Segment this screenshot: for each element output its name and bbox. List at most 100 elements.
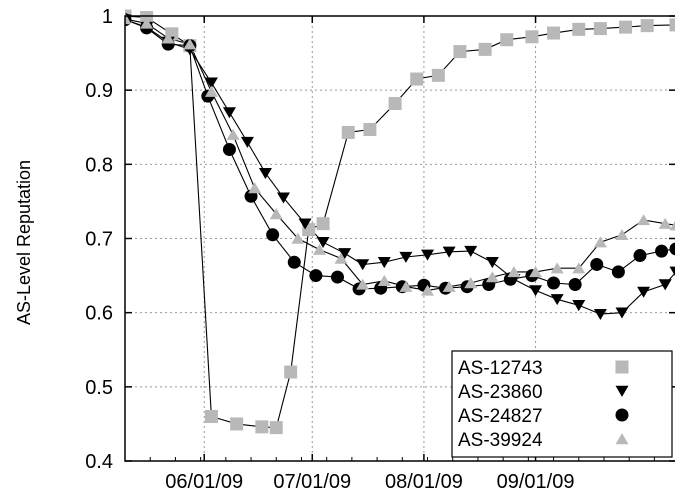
x-tick-label: 07/01/09 bbox=[273, 471, 351, 493]
data-point-as-39924 bbox=[399, 280, 413, 292]
data-point-as-39924 bbox=[669, 221, 675, 231]
data-point-as-39924 bbox=[615, 228, 629, 240]
data-point-as-12743 bbox=[453, 45, 467, 59]
data-point-as-12743 bbox=[316, 217, 330, 231]
data-point-as-24827 bbox=[222, 143, 236, 156]
data-point-as-39924 bbox=[334, 252, 348, 264]
legend-marker-as-39924 bbox=[615, 433, 629, 445]
y-tick-label: 0.5 bbox=[85, 377, 113, 399]
data-point-as-39924 bbox=[507, 266, 521, 278]
data-point-as-39924 bbox=[658, 217, 672, 229]
data-point-as-12743 bbox=[572, 22, 586, 36]
data-point-as-12743 bbox=[431, 68, 445, 82]
data-point-as-12743 bbox=[669, 18, 675, 32]
data-point-as-12743 bbox=[230, 417, 244, 431]
data-point-as-39924 bbox=[442, 280, 456, 292]
series-line-as-39924 bbox=[125, 18, 675, 291]
data-point-as-24827 bbox=[611, 265, 625, 279]
data-point-as-12743 bbox=[363, 122, 377, 136]
data-point-as-23860 bbox=[658, 279, 672, 291]
data-point-as-12743 bbox=[547, 26, 561, 40]
data-point-as-12743 bbox=[593, 22, 607, 36]
data-point-as-23860 bbox=[276, 192, 290, 204]
axes: 0.4 0.5 0.6 0.7 0.8 0.9 1 06/01/09 07/01/09 08/01… bbox=[85, 6, 675, 493]
y-tick-label: 0.6 bbox=[85, 303, 113, 325]
data-point-as-39924 bbox=[377, 274, 391, 286]
data-point-as-39924 bbox=[421, 284, 435, 296]
data-point-as-12743 bbox=[255, 420, 269, 434]
data-point-as-39924 bbox=[464, 277, 478, 289]
data-point-as-39924 bbox=[312, 243, 326, 255]
legend-label: AS-39924 bbox=[458, 430, 543, 451]
legend: AS-12743 AS-23860 AS-24827 AS-39924 bbox=[451, 350, 673, 458]
data-point-as-23860 bbox=[316, 237, 330, 249]
data-point-as-39924 bbox=[572, 262, 586, 274]
series-line-as-24827 bbox=[125, 19, 675, 290]
data-point-as-12743 bbox=[478, 42, 492, 56]
data-point-as-39924 bbox=[140, 17, 154, 29]
data-point-as-24827 bbox=[266, 228, 280, 242]
data-point-as-23860 bbox=[572, 300, 586, 312]
data-point-as-23860 bbox=[550, 294, 564, 306]
data-point-as-12743 bbox=[284, 365, 298, 379]
data-point-as-23860 bbox=[637, 286, 651, 298]
data-point-as-24827 bbox=[590, 257, 604, 271]
data-point-as-24827 bbox=[547, 276, 561, 290]
data-point-as-23860 bbox=[421, 249, 435, 261]
data-point-as-12743 bbox=[500, 33, 514, 47]
data-point-as-24827 bbox=[655, 244, 669, 258]
data-point-as-24827 bbox=[330, 270, 344, 284]
data-point-as-39924 bbox=[248, 182, 262, 194]
data-point-as-24827 bbox=[669, 242, 675, 256]
data-point-as-39924 bbox=[161, 32, 175, 44]
data-point-as-39924 bbox=[593, 236, 607, 248]
data-point-as-24827 bbox=[309, 269, 323, 283]
data-point-as-39924 bbox=[226, 128, 240, 140]
data-point-as-12743 bbox=[410, 72, 424, 86]
legend-marker-as-24827 bbox=[615, 408, 629, 422]
data-point-as-12743 bbox=[204, 410, 218, 423]
data-point-as-39924 bbox=[183, 38, 197, 50]
data-point-as-23860 bbox=[399, 251, 413, 263]
y-tick-label: 0.7 bbox=[85, 229, 113, 251]
data-point-as-23860 bbox=[442, 246, 456, 258]
data-point-as-12743 bbox=[341, 125, 355, 139]
x-tick-label: 08/01/09 bbox=[385, 471, 463, 493]
data-point-as-39924 bbox=[291, 232, 305, 244]
series-line-as-23860 bbox=[125, 19, 675, 315]
data-point-as-23860 bbox=[222, 107, 236, 119]
data-point-as-23860 bbox=[593, 308, 607, 320]
data-point-as-12743 bbox=[388, 97, 402, 111]
data-markers bbox=[125, 9, 675, 435]
data-point-as-23860 bbox=[377, 257, 391, 269]
legend-marker-as-12743 bbox=[615, 360, 629, 374]
data-point-as-39924 bbox=[204, 85, 218, 97]
data-point-as-12743 bbox=[269, 421, 283, 435]
data-point-as-23860 bbox=[485, 257, 499, 269]
x-tick-label: 09/01/09 bbox=[497, 471, 575, 493]
legend-label: AS-23860 bbox=[458, 382, 543, 403]
legend-label: AS-24827 bbox=[458, 406, 543, 427]
data-point-as-24827 bbox=[287, 255, 301, 269]
data-point-as-23860 bbox=[529, 285, 543, 297]
y-tick-label: 0.9 bbox=[85, 80, 113, 102]
y-tick-label: 0.8 bbox=[85, 154, 113, 176]
y-tick-label: 0.4 bbox=[85, 451, 113, 473]
legend-marker-as-23860 bbox=[615, 385, 629, 397]
data-point-as-12743 bbox=[140, 10, 154, 24]
data-point-as-12743 bbox=[619, 20, 633, 34]
data-point-as-23860 bbox=[240, 136, 254, 148]
x-tick-label: 06/01/09 bbox=[165, 471, 243, 493]
data-point-as-39924 bbox=[529, 266, 543, 278]
data-point-as-24827 bbox=[633, 249, 647, 263]
data-point-as-39924 bbox=[485, 271, 499, 283]
data-point-as-39924 bbox=[356, 278, 370, 290]
y-tick-label: 1 bbox=[102, 6, 113, 28]
data-point-as-12743 bbox=[640, 19, 654, 33]
data-point-as-39924 bbox=[550, 262, 564, 274]
data-point-as-23860 bbox=[356, 259, 370, 271]
data-point-as-23860 bbox=[615, 307, 629, 319]
data-point-as-39924 bbox=[269, 208, 283, 220]
data-point-as-23860 bbox=[464, 245, 478, 257]
